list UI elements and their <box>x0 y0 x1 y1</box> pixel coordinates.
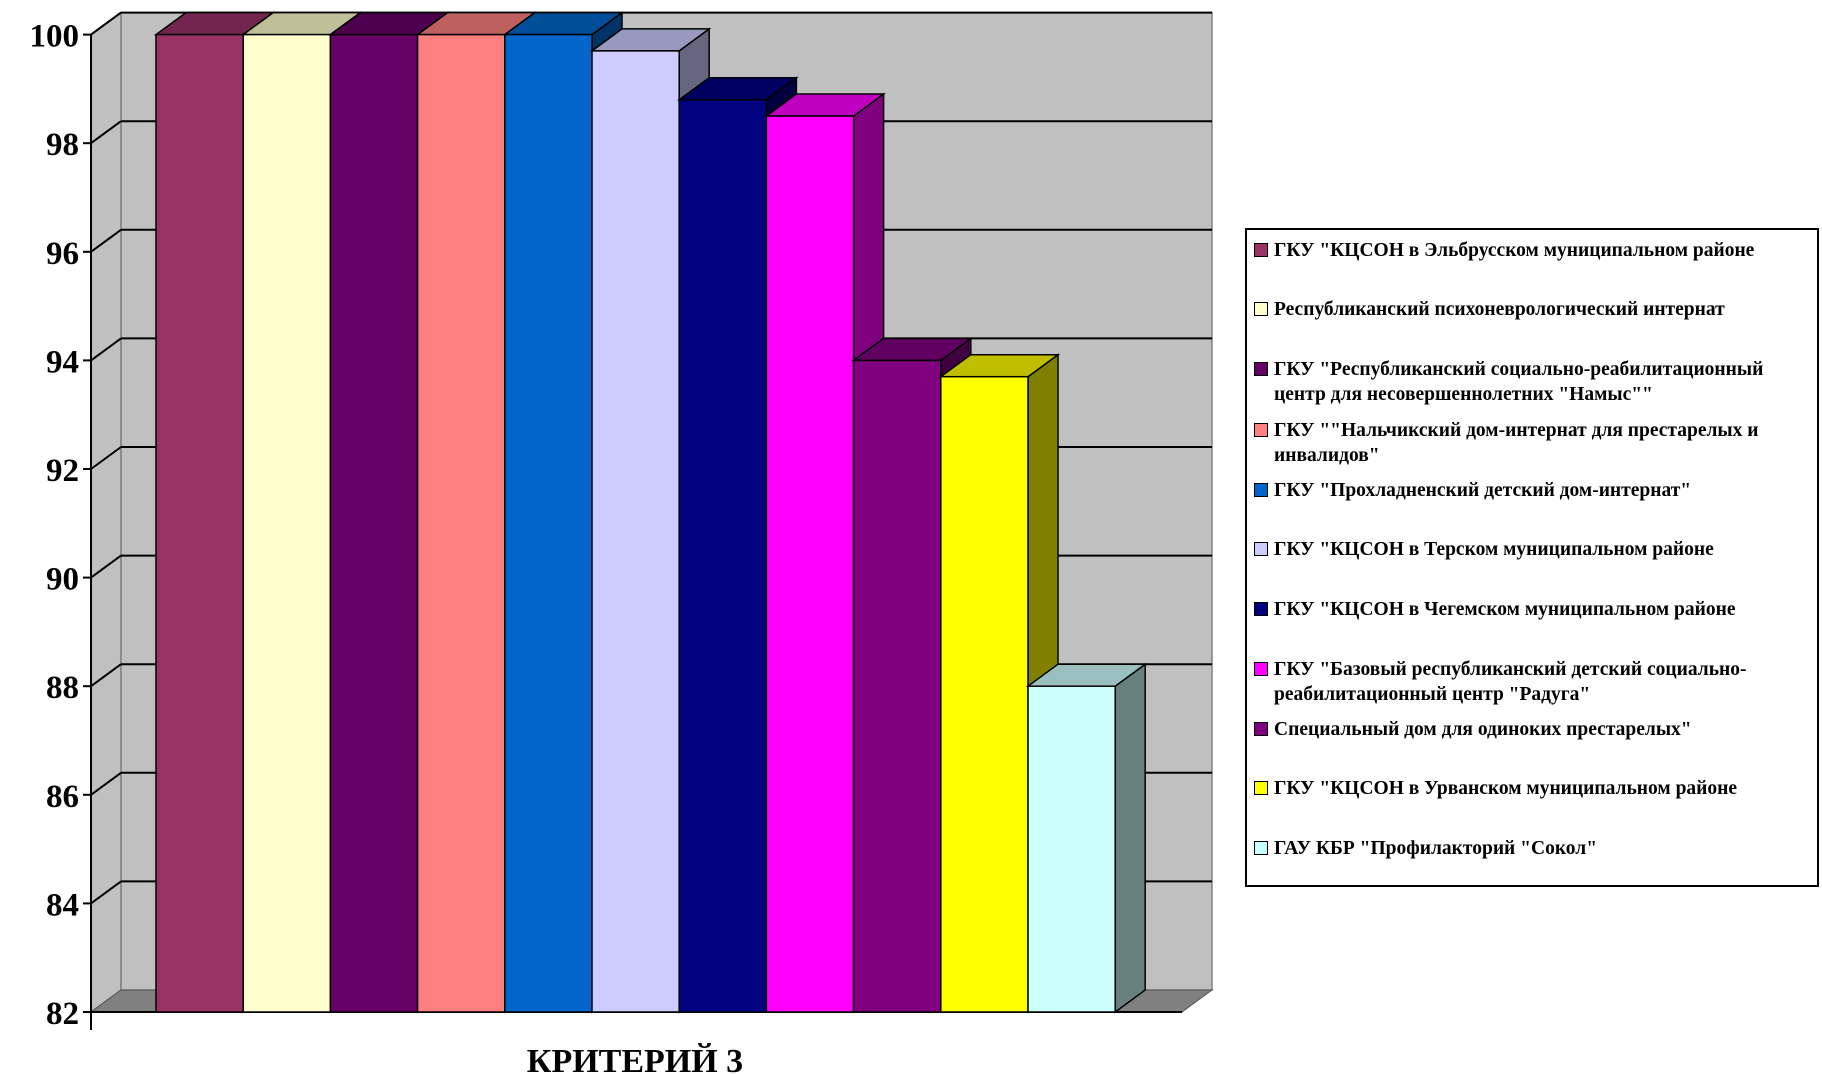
legend-item: ГКУ "Прохладненский детский дом-интернат… <box>1254 478 1814 503</box>
legend-swatch <box>1254 243 1268 257</box>
gridline-side <box>90 663 122 688</box>
legend-item: ГКУ "КЦСОН в Эльбрусском муниципальном р… <box>1254 238 1814 263</box>
legend-item: ГКУ "Республиканский социально-реабилита… <box>1254 357 1814 407</box>
y-tick-label: 90 <box>46 562 79 598</box>
legend-label: ГКУ "Прохладненский детский дом-интернат… <box>1274 480 1692 501</box>
y-tick-label: 98 <box>46 127 79 163</box>
bar-side <box>1114 662 1146 1014</box>
legend-label: ГКУ "КЦСОН в Чегемском муниципальном рай… <box>1274 599 1736 620</box>
bar-front <box>504 33 593 1013</box>
legend-item: Специальный дом для одиноких престарелых… <box>1254 717 1814 742</box>
side-wall <box>90 11 122 1014</box>
bars <box>153 11 1148 1014</box>
gridline-side <box>90 228 122 253</box>
gridline-side <box>90 446 122 470</box>
legend-label: ГКУ "КЦСОН в Терском муниципальном район… <box>1274 539 1714 560</box>
legend-swatch <box>1254 781 1268 795</box>
x-axis-label: КРИТЕРИЙ 3 <box>527 1043 743 1075</box>
legend-item: ГАУ КБР "Профилакторий "Сокол" <box>1254 836 1814 861</box>
legend-item: ГКУ "КЦСОН в Чегемском муниципальном рай… <box>1254 597 1814 622</box>
y-axis: 82 84 86 88 90 92 94 96 98 100 <box>30 19 1182 1032</box>
legend-swatch <box>1254 542 1268 556</box>
legend-swatch <box>1254 602 1268 616</box>
y-tick-label: 100 <box>30 19 80 55</box>
bar-front <box>416 33 506 1013</box>
legend-label: Республиканский психоневрологический инт… <box>1274 299 1725 320</box>
gridline-side <box>90 120 122 145</box>
legend-label: ГКУ "КЦСОН в Урванском муниципальном рай… <box>1274 778 1738 799</box>
legend-label: ГКУ "КЦСОН в Эльбрусском муниципальном р… <box>1274 240 1755 261</box>
legend-swatch <box>1254 302 1268 316</box>
legend-item: Республиканский психоневрологический инт… <box>1254 297 1814 322</box>
y-tick-label: 94 <box>46 344 79 380</box>
gridline-side <box>90 554 122 579</box>
bar-front <box>678 99 768 1013</box>
bar-front <box>155 33 244 1013</box>
legend-swatch <box>1254 483 1268 497</box>
y-tick-label: 84 <box>46 887 79 923</box>
gridline-side <box>90 771 122 796</box>
legend-label: ГКУ "Республиканский социально-реабилита… <box>1274 359 1764 405</box>
legend-label: ГКУ "Базовый республиканский детский соц… <box>1274 659 1747 705</box>
gridline-side <box>90 337 122 362</box>
bar-front <box>242 33 332 1013</box>
gridline-side <box>90 11 122 36</box>
bar-front <box>1027 685 1116 1013</box>
legend-swatch <box>1254 362 1268 376</box>
legend-label: ГКУ ""Нальчикский дом-интернат для прест… <box>1274 420 1759 466</box>
legend-item: ГКУ ""Нальчикский дом-интернат для прест… <box>1254 418 1814 468</box>
bar-front <box>591 50 680 1013</box>
legend-swatch <box>1254 841 1268 855</box>
legend-item: ГКУ "КЦСОН в Урванском муниципальном рай… <box>1254 776 1814 801</box>
bar-front <box>852 359 942 1013</box>
legend-item: ГКУ "КЦСОН в Терском муниципальном район… <box>1254 537 1814 562</box>
y-tick-label: 86 <box>46 779 79 815</box>
legend-item: ГКУ "Базовый республиканский детский соц… <box>1254 657 1814 707</box>
gridline-side <box>90 880 122 905</box>
y-tick-label: 88 <box>46 670 79 706</box>
y-tick-label: 96 <box>46 236 79 272</box>
y-tick-label: 92 <box>46 453 79 489</box>
legend-label: ГАУ КБР "Профилакторий "Сокол" <box>1274 838 1598 859</box>
legend-swatch <box>1254 722 1268 736</box>
legend: ГКУ "КЦСОН в Эльбрусском муниципальном р… <box>1245 228 1819 887</box>
bar-front <box>329 33 419 1013</box>
y-tick-label: 82 <box>46 996 79 1032</box>
legend-swatch <box>1254 662 1268 676</box>
bar <box>1025 662 1148 1014</box>
bar-front <box>940 375 1029 1013</box>
legend-label: Специальный дом для одиноких престарелых… <box>1274 719 1692 740</box>
legend-swatch <box>1254 423 1268 437</box>
bar-front <box>765 115 855 1013</box>
